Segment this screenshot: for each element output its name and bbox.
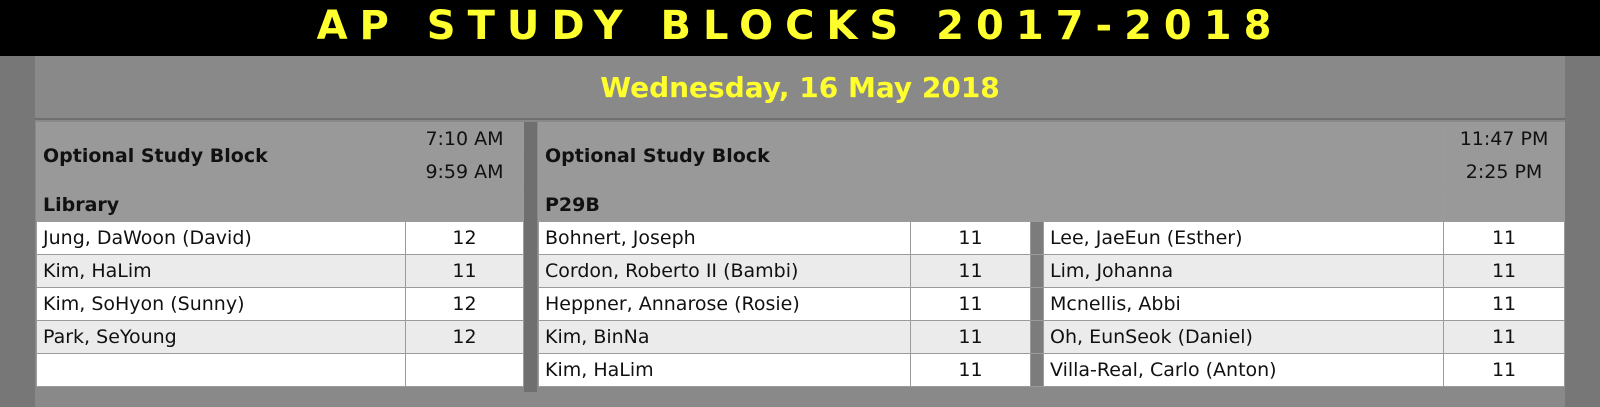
block-end-time: 2:25 PM: [1443, 155, 1566, 189]
block-title: Optional Study Block: [537, 122, 1445, 189]
student-name: Kim, HaLim: [36, 254, 406, 288]
block-end-time: 9:59 AM: [405, 155, 524, 189]
block-room: Library: [36, 188, 406, 222]
study-block-1: Optional Study Block 7:10 AM 9:59 AM Lib…: [36, 122, 524, 387]
student-grade: 12: [405, 221, 524, 255]
page-title: AP STUDY BLOCKS 2017-2018: [316, 3, 1284, 49]
student-name: Bohnert, Joseph: [538, 221, 911, 255]
room-blank-cell: [405, 188, 524, 222]
study-block-2: Optional Study Block 11:47 PM 2:25 PM P2…: [537, 122, 1566, 387]
student-grade: 11: [910, 287, 1031, 321]
student-name: Villa-Real, Carlo (Anton): [1042, 353, 1445, 387]
table-row: Jung, DaWoon (David) 12: [36, 221, 524, 255]
student-name: Park, SeYoung: [36, 320, 406, 354]
student-grade-empty: [405, 353, 524, 387]
student-name: Cordon, Roberto II (Bambi): [538, 254, 911, 288]
table-row: Heppner, Annarose (Rosie) 11 Mcnellis, A…: [538, 287, 1566, 321]
block-room: P29B: [537, 188, 1445, 222]
student-grade: 11: [910, 353, 1031, 387]
student-grade: 12: [405, 287, 524, 321]
column-gap: [1030, 254, 1044, 288]
student-grade: 11: [1443, 287, 1566, 321]
student-grade: 11: [1443, 221, 1566, 255]
student-name: Oh, EunSeok (Daniel): [1042, 320, 1445, 354]
student-name: Kim, BinNa: [538, 320, 911, 354]
schedule-frame: Wednesday, 16 May 2018 Optional Study Bl…: [35, 56, 1566, 407]
student-name: Lee, JaeEun (Esther): [1042, 221, 1445, 255]
student-grade: 12: [405, 320, 524, 354]
room-blank-cell: [1443, 188, 1566, 222]
table-row: Kim, HaLim 11 Villa-Real, Carlo (Anton) …: [538, 353, 1566, 387]
column-gap: [1030, 287, 1044, 321]
student-name: Heppner, Annarose (Rosie): [538, 287, 911, 321]
student-name: Kim, SoHyon (Sunny): [36, 287, 406, 321]
table-row: Kim, BinNa 11 Oh, EunSeok (Daniel) 11: [538, 320, 1566, 354]
table-row: Cordon, Roberto II (Bambi) 11 Lim, Johan…: [538, 254, 1566, 288]
block-start-time: 11:47 PM: [1443, 122, 1566, 156]
student-grade: 11: [910, 254, 1031, 288]
block-start-time: 7:10 AM: [405, 122, 524, 156]
table-row: Park, SeYoung 12: [36, 320, 524, 354]
student-grade: 11: [910, 221, 1031, 255]
student-grade: 11: [910, 320, 1031, 354]
block-divider: [524, 122, 537, 392]
student-name: Mcnellis, Abbi: [1042, 287, 1445, 321]
column-gap: [1030, 221, 1044, 255]
student-grade: 11: [1443, 353, 1566, 387]
block-title: Optional Study Block: [36, 122, 406, 189]
column-gap: [1030, 353, 1044, 387]
table-row-empty: [36, 353, 524, 387]
table-row: Kim, SoHyon (Sunny) 12: [36, 287, 524, 321]
student-name: Kim, HaLim: [538, 353, 911, 387]
table-row: Bohnert, Joseph 11 Lee, JaeEun (Esther) …: [538, 221, 1566, 255]
student-grade: 11: [1443, 254, 1566, 288]
table-row: Kim, HaLim 11: [36, 254, 524, 288]
student-name-empty: [36, 353, 406, 387]
student-grade: 11: [405, 254, 524, 288]
student-name: Lim, Johanna: [1042, 254, 1445, 288]
student-name: Jung, DaWoon (David): [36, 221, 406, 255]
title-bar: AP STUDY BLOCKS 2017-2018: [0, 0, 1600, 56]
column-gap: [1030, 320, 1044, 354]
student-grade: 11: [1443, 320, 1566, 354]
date-heading: Wednesday, 16 May 2018: [35, 56, 1565, 120]
